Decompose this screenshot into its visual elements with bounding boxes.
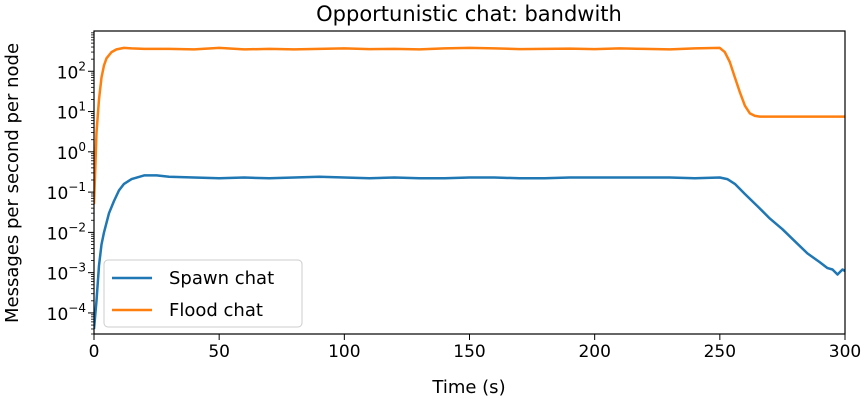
x-axis-label: Time (s) [431, 377, 505, 398]
x-tick-label: 250 [704, 342, 736, 362]
x-axis: 0 50 100 150 200 250 300 [89, 334, 861, 362]
legend-box [103, 259, 303, 328]
x-tick-label: 0 [89, 342, 100, 362]
x-tick-label: 100 [328, 342, 360, 362]
y-tick-label: 10−1 [47, 180, 86, 204]
y-tick-label: 10−2 [47, 220, 86, 244]
chart-title: Opportunistic chat: bandwith [316, 2, 622, 26]
y-tick-label: 101 [57, 100, 86, 124]
x-tick-label: 50 [208, 342, 230, 362]
legend-label-flood-chat: Flood chat [169, 300, 263, 321]
y-tick-label: 102 [57, 59, 86, 83]
y-tick-label: 10−3 [47, 261, 86, 285]
y-axis-label: Messages per second per node [2, 43, 23, 323]
series-line-spawn-chat [94, 174, 845, 330]
y-tick-label: 100 [57, 140, 86, 164]
x-tick-label: 150 [453, 342, 485, 362]
series-line-flood-chat [94, 46, 845, 205]
x-tick-label: 200 [578, 342, 610, 362]
legend-label-spawn-chat: Spawn chat [169, 268, 274, 289]
y-tick-label: 10−4 [47, 301, 86, 325]
y-axis: 10−4 10−3 10−2 10−1 100 101 102 [47, 32, 94, 335]
x-tick-label: 300 [829, 342, 861, 362]
legend: Spawn chat Flood chat [103, 259, 303, 328]
